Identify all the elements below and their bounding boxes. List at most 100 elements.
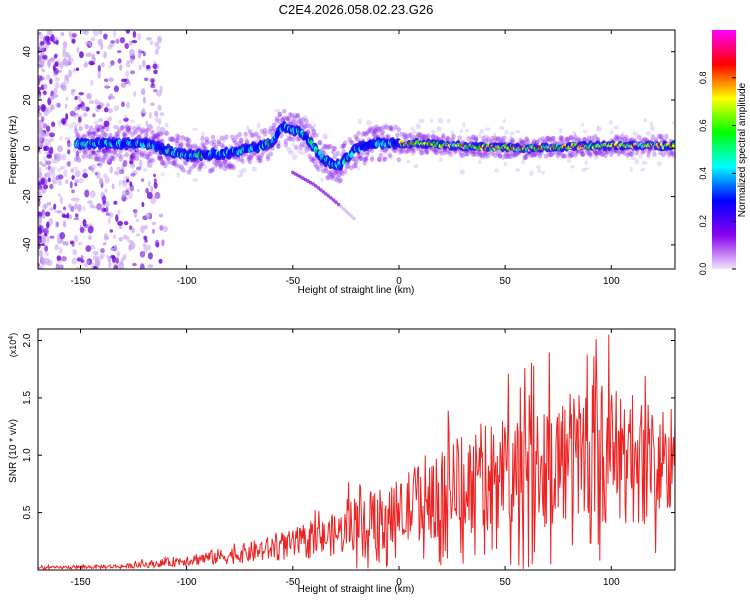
noise-speck xyxy=(92,56,96,62)
ridge-halo xyxy=(569,135,574,141)
ridge-halo xyxy=(176,163,181,169)
ridge-halo xyxy=(179,142,184,148)
ridge-halo xyxy=(409,145,415,151)
noise-speck xyxy=(302,115,308,121)
ridge-halo xyxy=(609,151,614,157)
noise-speck xyxy=(118,169,125,175)
noise-speck xyxy=(71,189,75,194)
noise-speck xyxy=(122,160,128,167)
noise-speck xyxy=(124,70,130,78)
noise-speck xyxy=(69,110,76,117)
noise-speck xyxy=(126,178,130,183)
ridge-halo xyxy=(580,151,586,157)
ridge-halo xyxy=(445,149,450,155)
ridge-halo xyxy=(320,168,326,174)
noise-speck xyxy=(72,166,79,171)
ridge-halo xyxy=(74,156,79,162)
noise-speck xyxy=(86,93,92,100)
ridge-halo xyxy=(188,144,193,150)
ridge-halo xyxy=(132,125,137,131)
noise-speck xyxy=(154,239,160,248)
ridge-halo xyxy=(187,138,192,144)
ridge-halo xyxy=(139,152,144,158)
ridge-halo xyxy=(579,148,584,154)
ridge-halo xyxy=(658,150,663,156)
noise-speck xyxy=(80,255,84,263)
ridge-halo xyxy=(360,150,366,156)
ridge-halo xyxy=(175,137,180,143)
noise-speck xyxy=(58,247,63,255)
noise-speck xyxy=(75,213,79,218)
ridge-halo xyxy=(616,135,621,141)
noise-speck xyxy=(74,182,78,187)
ridge-halo xyxy=(338,177,343,183)
noise-speck xyxy=(93,265,97,269)
ridge-halo xyxy=(482,153,488,159)
ridge-halo xyxy=(212,143,217,149)
ridge-halo xyxy=(249,132,254,138)
noise-speck xyxy=(62,241,69,246)
noise-speck xyxy=(103,107,109,113)
ridge-halo xyxy=(109,154,115,160)
ridge-halo xyxy=(130,156,135,163)
noise-speck xyxy=(118,262,125,269)
ridge-halo xyxy=(521,139,526,146)
noise-speck xyxy=(44,245,49,252)
ridge-halo xyxy=(173,137,178,143)
noise-speck xyxy=(549,139,554,144)
ridge-halo xyxy=(445,136,450,142)
noise-speck xyxy=(38,74,43,82)
ridge-halo xyxy=(508,150,513,156)
noise-speck xyxy=(62,220,67,228)
ridge-halo xyxy=(442,149,447,155)
noise-speck xyxy=(59,165,66,170)
ridge-halo xyxy=(404,149,409,155)
branch-speck xyxy=(326,194,331,198)
ridge-halo xyxy=(353,163,358,169)
noise-speck xyxy=(97,71,102,80)
noise-speck xyxy=(629,166,633,172)
ridge-halo xyxy=(310,126,315,132)
noise-speck xyxy=(75,67,80,72)
noise-speck xyxy=(123,115,128,120)
noise-speck xyxy=(238,169,243,174)
noise-speck xyxy=(153,88,158,93)
noise-speck xyxy=(141,107,146,115)
ridge-halo xyxy=(354,136,360,142)
ridge-halo xyxy=(224,162,229,168)
noise-speck xyxy=(41,143,48,147)
ridge-halo xyxy=(368,127,373,134)
ridge-halo xyxy=(506,153,511,159)
noise-speck xyxy=(515,130,521,134)
ridge-halo xyxy=(625,152,630,158)
noise-speck xyxy=(79,226,85,234)
ridge-halo xyxy=(117,152,122,158)
noise-speck xyxy=(38,235,42,240)
noise-speck xyxy=(58,136,63,141)
ridge-halo xyxy=(646,152,651,158)
ridge-halo xyxy=(244,138,250,144)
noise-speck xyxy=(41,54,48,60)
noise-speck xyxy=(116,166,121,171)
ridge-halo xyxy=(111,156,116,162)
y-tick-label: 1.5 xyxy=(22,391,33,405)
ridge-halo xyxy=(488,138,494,144)
noise-speck xyxy=(62,46,67,53)
ridge-halo xyxy=(661,152,666,158)
ridge-halo xyxy=(103,132,109,138)
ridge-halo xyxy=(551,136,556,142)
noise-speck xyxy=(291,142,295,147)
ridge-halo xyxy=(429,146,434,152)
ridge-halo xyxy=(478,150,483,156)
noise-speck xyxy=(97,38,103,46)
ridge-halo xyxy=(181,167,186,173)
noise-speck xyxy=(108,261,112,269)
noise-speck xyxy=(122,133,126,139)
noise-speck xyxy=(47,165,53,171)
ridge-halo xyxy=(331,145,336,152)
noise-speck xyxy=(49,183,54,190)
noise-speck xyxy=(68,57,74,64)
noise-speck xyxy=(38,119,41,125)
ridge-halo xyxy=(528,152,534,158)
noise-speck xyxy=(514,168,521,172)
